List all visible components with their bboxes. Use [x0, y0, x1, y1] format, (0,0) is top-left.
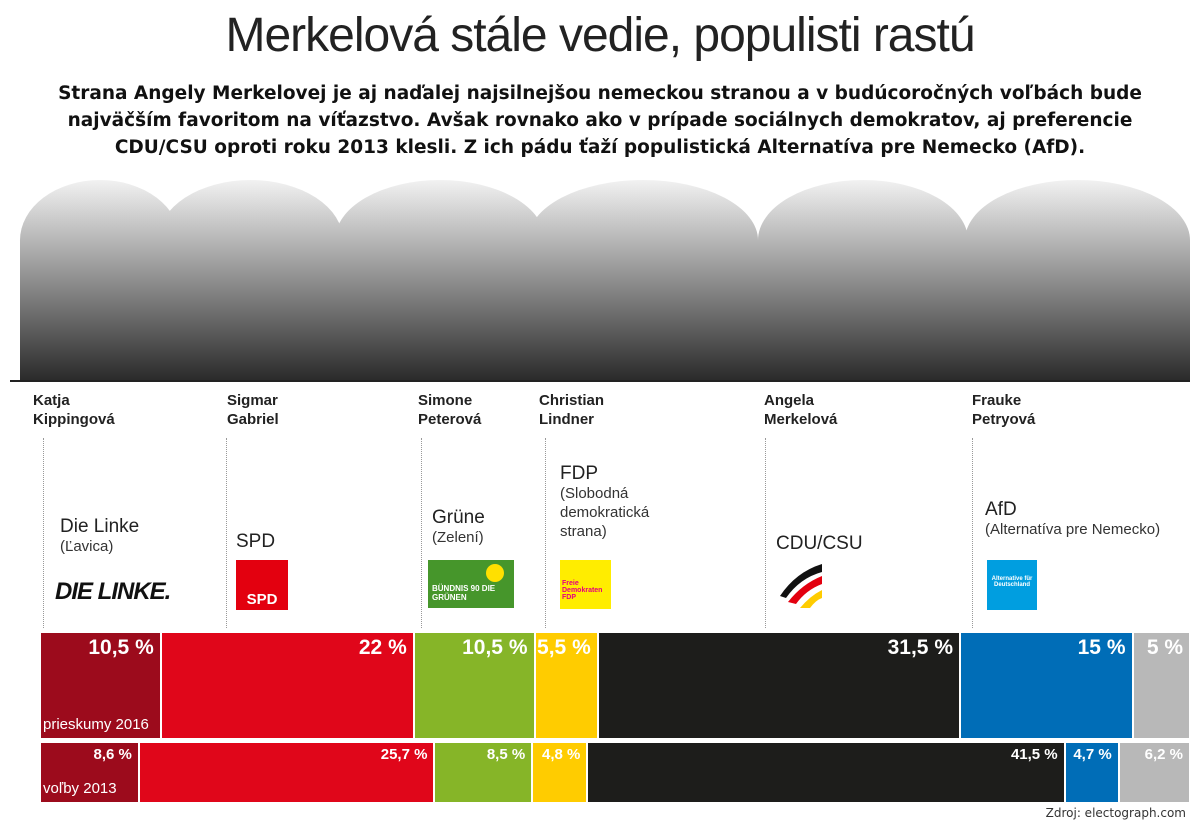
- guide-line: [43, 438, 44, 628]
- person-name: Sigmar Gabriel: [227, 391, 279, 429]
- logo-text: BÜNDNIS 90 DIE GRÜNEN: [432, 584, 496, 602]
- person-name: Katja Kippingová: [33, 391, 115, 429]
- last-name: Merkelová: [764, 411, 838, 428]
- data-label: 41,5 %: [1010, 746, 1058, 763]
- bar-segment-fdp: 4,8 %: [532, 742, 588, 803]
- data-label: 8,5 %: [486, 746, 526, 763]
- first-name: Angela: [764, 392, 815, 409]
- data-label: 5,5 %: [537, 636, 591, 659]
- source-note: Zdroj: electograph.com: [1045, 806, 1186, 820]
- last-name: Petryová: [972, 411, 1036, 428]
- person-name: Christian Lindner: [539, 391, 604, 429]
- last-name: Kippingová: [33, 411, 115, 428]
- data-label: 5 %: [1146, 636, 1183, 659]
- photo-gabriel: [158, 180, 343, 381]
- data-label: 8,6 %: [93, 746, 132, 763]
- cdu-csu-logo: [780, 564, 822, 608]
- grune-logo: BÜNDNIS 90 DIE GRÜNEN: [428, 560, 514, 608]
- photo-petryova: [965, 180, 1190, 381]
- party-label: AfD (Alternatíva pre Nemecko): [985, 499, 1160, 539]
- photo-lindner: [528, 180, 758, 381]
- party-name: SPD: [236, 531, 276, 552]
- party-label: CDU/CSU: [776, 533, 863, 554]
- data-label: 31,5 %: [887, 636, 953, 659]
- bar-segment-afd: 4,7 %: [1064, 742, 1119, 803]
- logo-text: SPD: [246, 591, 278, 608]
- party-subtitle: (Ľavica): [60, 538, 114, 555]
- sunflower-icon: [486, 564, 504, 582]
- photo-merkelova: [758, 180, 968, 381]
- person-name: Simone Peterová: [418, 391, 481, 429]
- bar-segment-fdp: 5,5 %: [534, 632, 598, 739]
- guide-line: [972, 438, 973, 628]
- party-label: Grüne (Zelení): [432, 507, 485, 547]
- bar-segment-die-linke: 10,5 %: [40, 632, 161, 739]
- party-subtitle: (Alternatíva pre Nemecko): [985, 521, 1161, 538]
- bar-segment-gr-ne: 10,5 %: [413, 632, 535, 739]
- divider: [10, 380, 1190, 382]
- bar-segment-spd: 25,7 %: [138, 742, 435, 803]
- guide-line: [765, 438, 766, 628]
- party-name: Grüne: [432, 507, 485, 528]
- first-name: Sigmar: [227, 392, 278, 409]
- last-name: Lindner: [539, 411, 594, 428]
- page-title: Merkelová stále vedie, populisti rastú: [225, 9, 975, 62]
- lead-text: Strana Angely Merkelovej je aj naďalej n…: [58, 83, 1142, 158]
- afd-logo: Alternative für Deutschland: [987, 560, 1037, 610]
- bar-segment-cdu-csu: 31,5 %: [597, 632, 960, 739]
- photo-kippingova: [20, 180, 180, 381]
- party-subtitle: (Slobodná demokratická strana): [560, 485, 650, 540]
- data-label: 25,7 %: [380, 746, 428, 763]
- row-label-2013: voľby 2013: [43, 780, 117, 797]
- party-name: FDP: [560, 463, 598, 484]
- bar-segment-ostatn-: 6,2 %: [1118, 742, 1190, 803]
- first-name: Frauke: [972, 392, 1022, 409]
- bar-segment-ostatn-: 5 %: [1132, 632, 1190, 739]
- party-label: Die Linke (Ľavica): [60, 516, 139, 556]
- last-name: Gabriel: [227, 411, 279, 428]
- data-label: 4,7 %: [1073, 746, 1112, 763]
- bar-segment-afd: 15 %: [960, 632, 1133, 739]
- last-name: Peterová: [418, 411, 482, 428]
- guide-line: [421, 438, 422, 628]
- first-name: Katja: [33, 392, 70, 409]
- data-label: 10,5 %: [88, 636, 154, 659]
- party-name: AfD: [985, 499, 1017, 520]
- first-name: Simone: [418, 392, 473, 409]
- data-label: 10,5 %: [462, 636, 528, 659]
- party-name: CDU/CSU: [776, 533, 863, 554]
- data-label: 22 %: [358, 636, 407, 659]
- fdp-logo: Freie Demokraten FDP: [560, 560, 611, 609]
- logo-text: Freie Demokraten FDP: [562, 580, 603, 601]
- data-label: 6,2 %: [1144, 746, 1183, 763]
- guide-line: [226, 438, 227, 628]
- party-label: SPD: [236, 531, 275, 552]
- party-subtitle: (Zelení): [432, 529, 484, 546]
- die-linke-logo: DIE LINKE.: [55, 578, 171, 605]
- bar-segment-die-linke: 8,6 %: [40, 742, 139, 803]
- spd-logo: SPD: [236, 560, 288, 610]
- bar-segment-gr-ne: 8,5 %: [434, 742, 533, 803]
- bar-segment-cdu-csu: 41,5 %: [587, 742, 1065, 803]
- party-label: FDP (Slobodná demokratická strana): [560, 463, 680, 541]
- person-name: Frauke Petryová: [972, 391, 1035, 429]
- first-name: Christian: [539, 392, 605, 409]
- guide-line: [545, 438, 546, 628]
- party-name: Die Linke: [60, 516, 140, 537]
- row-label-2016: prieskumy 2016: [43, 716, 149, 733]
- person-name: Angela Merkelová: [764, 391, 837, 429]
- data-label: 15 %: [1077, 636, 1126, 659]
- data-label: 4,8 %: [542, 746, 581, 763]
- photo-peterova: [335, 180, 545, 381]
- bar-segment-spd: 22 %: [160, 632, 414, 739]
- logo-text: Alternative für Deutschland: [991, 576, 1033, 588]
